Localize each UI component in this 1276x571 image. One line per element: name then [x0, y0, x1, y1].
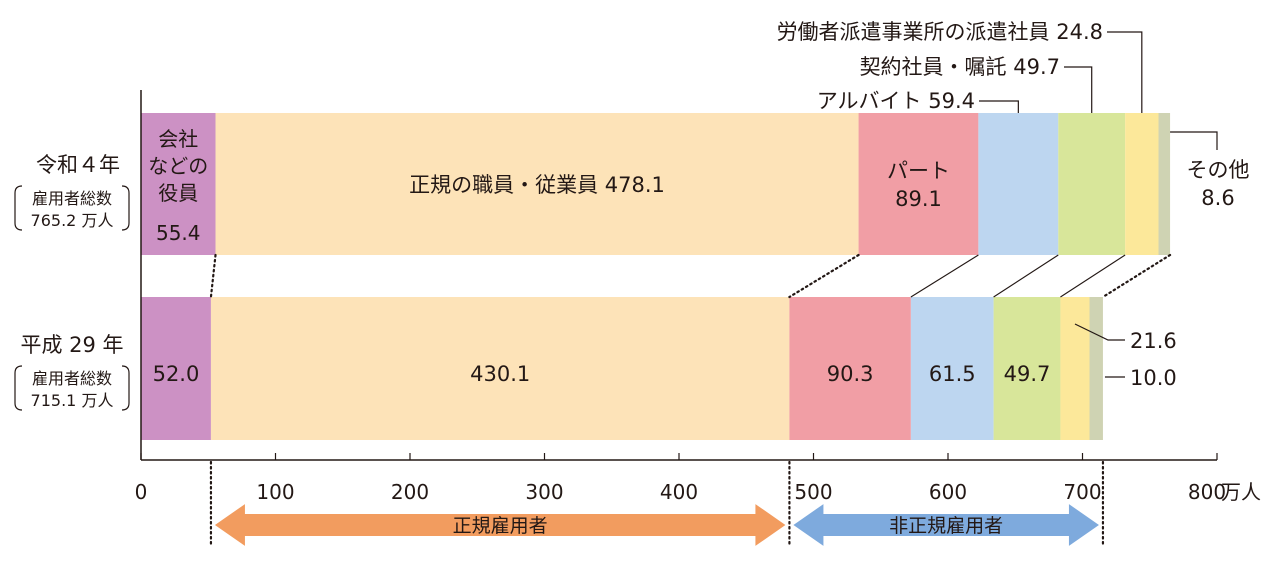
x-tick-label: 700 — [1063, 480, 1101, 504]
connector-arubaito — [993, 254, 1059, 298]
callout-leader-dispatched-r4 — [1107, 31, 1143, 113]
callout-label-contract-r4: 契約社員・嘱託 49.7 — [860, 55, 1060, 79]
value-part-r4: 89.1 — [895, 187, 942, 211]
value-contract-h29: 49.7 — [1004, 362, 1051, 386]
callout-leader-dispatched-h29 — [1074, 323, 1125, 341]
callout-label-arubaito-r4: アルバイト 59.4 — [817, 89, 975, 113]
x-tick-label: 600 — [929, 480, 967, 504]
row-label-h29: 平成 29 年 — [20, 333, 123, 357]
callout-leader-contract-r4 — [1064, 66, 1093, 113]
total-value-h29: 715.1 万人 — [31, 391, 114, 410]
connector-contract — [1060, 254, 1126, 298]
connector-part — [910, 254, 979, 298]
value-officer-h29: 52.0 — [153, 362, 200, 386]
x-tick-label: 0 — [135, 480, 148, 504]
total-label-r4: 雇用者総数 — [32, 189, 112, 208]
bar-label-part-r4: パート — [887, 159, 950, 183]
x-tick-label: 500 — [794, 480, 832, 504]
x-tick-label: 100 — [256, 480, 294, 504]
callout-value-other-h29: 10.0 — [1130, 366, 1177, 390]
bar-other-r4 — [1158, 113, 1171, 255]
value-arubaito-h29: 61.5 — [929, 362, 976, 386]
x-axis-unit: 万人 — [1221, 480, 1261, 504]
callout-value-dispatched-h29: 21.6 — [1130, 329, 1177, 353]
callout-value-other-r4: 8.6 — [1201, 186, 1234, 210]
nonregular-arrow — [793, 504, 1099, 546]
regular-bracket: 正規雇用者 — [214, 504, 786, 546]
bar-officer-h29 — [141, 297, 211, 440]
regular-arrow — [214, 504, 786, 546]
nonregular-bracket-label: 非正規雇用者 — [889, 515, 1003, 537]
total-value-r4: 765.2 万人 — [31, 211, 114, 230]
callout-leader-other-r4 — [1170, 131, 1218, 150]
x-tick-label: 400 — [660, 480, 698, 504]
x-tick-label: 300 — [525, 480, 563, 504]
value-part-h29: 90.3 — [827, 362, 874, 386]
bar-label-regular-r4: 正規の職員・従業員 478.1 — [409, 173, 665, 197]
bar-contract-r4 — [1058, 113, 1126, 255]
bar-part-r4 — [858, 113, 979, 255]
bar-arubaito-r4 — [978, 113, 1059, 255]
value-officer-r4: 55.4 — [156, 221, 201, 245]
callout-label-other-r4: その他 — [1187, 158, 1250, 182]
callout-leader-arubaito-r4 — [979, 100, 1019, 113]
bar-officer-r4 — [141, 113, 216, 255]
total-label-h29: 雇用者総数 — [32, 369, 112, 388]
bar-dispatched-r4 — [1125, 113, 1159, 255]
bar-other-h29 — [1089, 297, 1103, 440]
nonregular-bracket: 非正規雇用者 — [793, 504, 1099, 546]
regular-bracket-label: 正規雇用者 — [453, 515, 548, 537]
total-bracket-r4-right — [121, 185, 130, 231]
total-bracket-r4 — [14, 185, 23, 231]
value-regular-h29: 430.1 — [470, 362, 530, 386]
connector-regular-part — [788, 253, 860, 299]
bar-label-officer-r4: などの — [148, 154, 208, 178]
bar-part-h29 — [789, 297, 911, 440]
x-tick-label: 800 — [1188, 480, 1226, 504]
total-bracket-h29 — [14, 365, 23, 411]
connector-end — [1101, 253, 1172, 299]
x-tick-label: 200 — [391, 480, 429, 504]
bar-arubaito-h29 — [910, 297, 994, 440]
bar-contract-h29 — [993, 297, 1061, 440]
bar-regular-r4 — [215, 113, 859, 255]
bar-dispatched-h29 — [1060, 297, 1090, 440]
row-label-r4: 令和４年 — [36, 153, 120, 177]
callout-label-dispatched-r4: 労働者派遣事業所の派遣社員 24.8 — [777, 20, 1103, 44]
connector-officer-regular — [209, 253, 217, 299]
bar-label-officer-r4: 役員 — [158, 181, 198, 205]
bar-regular-h29 — [210, 297, 790, 440]
total-bracket-h29-right — [121, 365, 130, 411]
bar-label-officer-r4: 会社 — [158, 127, 198, 151]
